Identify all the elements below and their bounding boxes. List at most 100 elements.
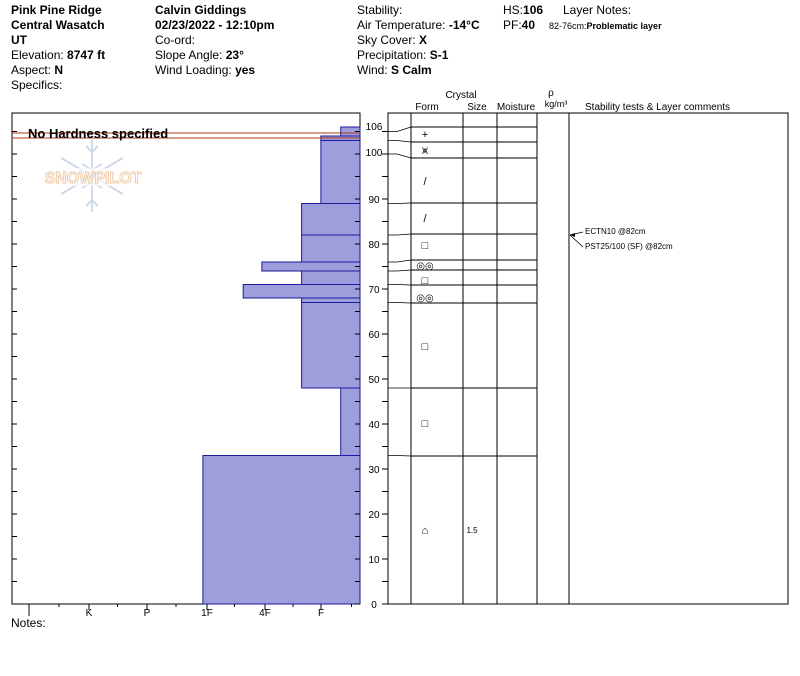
layer-connector (388, 269, 412, 272)
layer-note-range: 82-76cm: (549, 21, 587, 31)
summary-block: HS:106 PF:40 (503, 3, 543, 33)
grain-form-symbol: □ (422, 341, 429, 353)
hardness-bar (301, 234, 361, 263)
test-arrow-head (570, 233, 575, 237)
grain-form-symbol: / (423, 213, 427, 225)
location-range: Central Wasatch (11, 18, 105, 32)
col-header-rho: ρ (548, 88, 554, 99)
grain-form-symbol: ⩙ (422, 145, 428, 157)
stability-test-label: PST25/100 (SF) @82cm (585, 242, 673, 251)
grain-form-symbol: ◎◎ (416, 261, 434, 272)
hardness-tick-label: 1F (201, 608, 213, 619)
layer-connector (388, 302, 412, 304)
hardness-bar (301, 302, 361, 389)
slope-value: 23° (225, 48, 244, 62)
hardness-bar (340, 387, 361, 456)
layer-connector (388, 259, 412, 263)
layer-note-text: Problematic layer (586, 21, 662, 31)
crystal-size-value: 1.5 (466, 526, 478, 535)
hardness-tick-label: I (28, 608, 31, 619)
precip-label: Precipitation: (357, 48, 427, 62)
depth-tick-label: 10 (368, 555, 380, 566)
no-hardness-annotation: No Hardness specified (28, 126, 168, 141)
layer-connector (388, 153, 412, 159)
layer-table-frame (387, 112, 789, 605)
pf-value: 40 (521, 18, 536, 32)
wind-loading-label: Wind Loading: (155, 63, 232, 77)
layer-connector (388, 233, 412, 236)
elevation-label: Elevation: (11, 48, 64, 62)
grain-form-symbol: □ (422, 418, 429, 430)
stability-label: Stability: (357, 3, 403, 17)
grain-form-symbol: ◎◎ (416, 293, 434, 304)
aspect-value: N (54, 63, 64, 77)
depth-tick-label: 20 (368, 510, 380, 521)
depth-tick-label: 106 (366, 122, 383, 133)
grain-form-symbol: / (423, 176, 427, 188)
layer-connector (388, 126, 412, 132)
col-header-density-unit: kg/m³ (545, 99, 568, 109)
col-header-crystal: Crystal (445, 90, 476, 101)
hs-value: 106 (523, 3, 544, 17)
snowpilot-logo: SNOWPILOT (32, 140, 154, 212)
hardness-bar (320, 140, 361, 204)
depth-tick-label: 40 (368, 420, 380, 431)
layer-connector (388, 455, 412, 457)
wind-value: S Calm (391, 63, 432, 77)
hardness-tick-label: 4F (259, 608, 271, 619)
observer-name: Calvin Giddings (155, 3, 247, 17)
aspect-label: Aspect: (11, 63, 52, 77)
sky-value: X (419, 33, 428, 47)
depth-tick-label: 90 (368, 195, 380, 206)
col-header-moisture: Moisture (497, 102, 536, 113)
hs-label: HS: (503, 3, 524, 17)
location-name: Pink Pine Ridge (11, 3, 102, 17)
layer-notes-label: Layer Notes: (563, 3, 632, 17)
location-block: Pink Pine Ridge Central Wasatch UT Eleva… (11, 3, 105, 93)
hardness-tick-label: F (318, 608, 324, 619)
layer-connector (388, 202, 412, 204)
logo-text: SNOWPILOT (45, 170, 142, 187)
observer-block: Calvin Giddings 02/23/2022 - 12:10pm Co-… (155, 3, 274, 78)
grain-form-symbol: + (422, 129, 428, 141)
hardness-bar (261, 261, 361, 272)
specifics-label: Specifics: (11, 78, 63, 92)
layer-notes-block: Layer Notes: (563, 3, 631, 18)
depth-tick-label: 80 (368, 240, 380, 251)
stability-test-label: ECTN10 @82cm (585, 227, 646, 236)
air-temp-label: Air Temperature: (357, 18, 446, 32)
hardness-bar (301, 203, 361, 236)
grain-form-symbol: □ (422, 240, 429, 252)
col-header-form: Form (415, 102, 438, 113)
wind-loading-value: yes (235, 63, 256, 77)
wind-label: Wind: (357, 63, 388, 77)
col-header-comments: Stability tests & Layer comments (585, 102, 730, 113)
hardness-tick-label: K (86, 608, 93, 619)
air-temp-value: -14°C (448, 18, 480, 32)
slope-label: Slope Angle: (155, 48, 223, 62)
depth-tick-label: 0 (371, 600, 377, 611)
depth-tick-label: 30 (368, 465, 380, 476)
hardness-bar (301, 270, 361, 285)
location-state: UT (11, 33, 27, 47)
sky-label: Sky Cover: (357, 33, 416, 47)
precip-value: S-1 (429, 48, 449, 62)
depth-tick-label: 70 (368, 285, 380, 296)
col-header-size: Size (467, 102, 487, 113)
grain-form-symbol: ⌂ (422, 525, 429, 537)
grain-form-symbol: □ (422, 275, 429, 287)
observation-datetime: 02/23/2022 - 12:10pm (155, 18, 275, 32)
layer-note-line: 82-76cm:Problematic layer (549, 19, 662, 34)
test-arrow (569, 234, 584, 248)
layer-connector (388, 140, 412, 143)
hardness-bar (202, 455, 361, 605)
coord-label: Co-ord: (155, 33, 196, 47)
hardness-tick-label: P (144, 608, 151, 619)
hardness-bar (242, 284, 361, 299)
hardness-bar (301, 297, 361, 303)
conditions-block: Stability: Air Temperature: -14°C Sky Co… (357, 3, 480, 78)
depth-tick-label: 60 (368, 330, 380, 341)
layer-connector (388, 284, 412, 286)
depth-tick-label: 100 (366, 148, 383, 159)
